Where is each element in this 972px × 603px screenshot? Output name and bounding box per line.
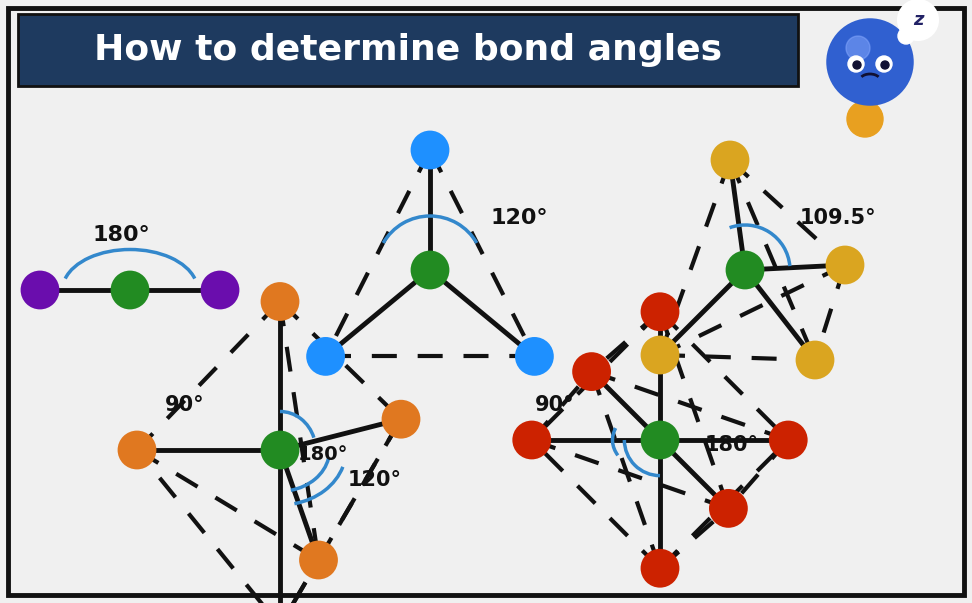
Text: 90°: 90°: [165, 395, 205, 415]
Circle shape: [262, 283, 298, 320]
Circle shape: [412, 252, 448, 288]
Circle shape: [853, 61, 861, 69]
Circle shape: [300, 542, 336, 578]
Circle shape: [516, 338, 552, 374]
Circle shape: [846, 36, 870, 60]
Circle shape: [573, 353, 609, 390]
Circle shape: [119, 432, 155, 468]
Circle shape: [112, 272, 148, 308]
Circle shape: [642, 337, 678, 373]
Circle shape: [307, 338, 343, 374]
Circle shape: [642, 422, 678, 458]
Circle shape: [848, 56, 864, 72]
Text: 109.5°: 109.5°: [800, 208, 877, 228]
Circle shape: [642, 294, 678, 330]
FancyBboxPatch shape: [18, 14, 798, 86]
Text: How to determine bond angles: How to determine bond angles: [94, 33, 722, 67]
Text: 90°: 90°: [535, 395, 574, 415]
Circle shape: [202, 272, 238, 308]
Text: 180°: 180°: [298, 446, 349, 464]
Circle shape: [642, 551, 678, 586]
Text: 120°: 120°: [490, 208, 547, 228]
Text: 120°: 120°: [348, 470, 402, 490]
Circle shape: [898, 28, 914, 44]
Circle shape: [898, 0, 938, 40]
Circle shape: [881, 61, 889, 69]
Text: 180°: 180°: [705, 435, 759, 455]
Circle shape: [770, 422, 806, 458]
Circle shape: [412, 132, 448, 168]
Text: 180°: 180°: [92, 225, 150, 245]
Text: z: z: [913, 11, 923, 29]
Circle shape: [876, 56, 892, 72]
Circle shape: [827, 247, 863, 283]
Circle shape: [22, 272, 58, 308]
Circle shape: [797, 342, 833, 378]
Circle shape: [847, 101, 883, 137]
FancyBboxPatch shape: [8, 8, 964, 595]
Circle shape: [711, 490, 746, 526]
Circle shape: [712, 142, 748, 178]
Circle shape: [727, 252, 763, 288]
Circle shape: [514, 422, 550, 458]
Circle shape: [383, 401, 419, 437]
Circle shape: [262, 432, 298, 468]
Circle shape: [828, 20, 912, 104]
